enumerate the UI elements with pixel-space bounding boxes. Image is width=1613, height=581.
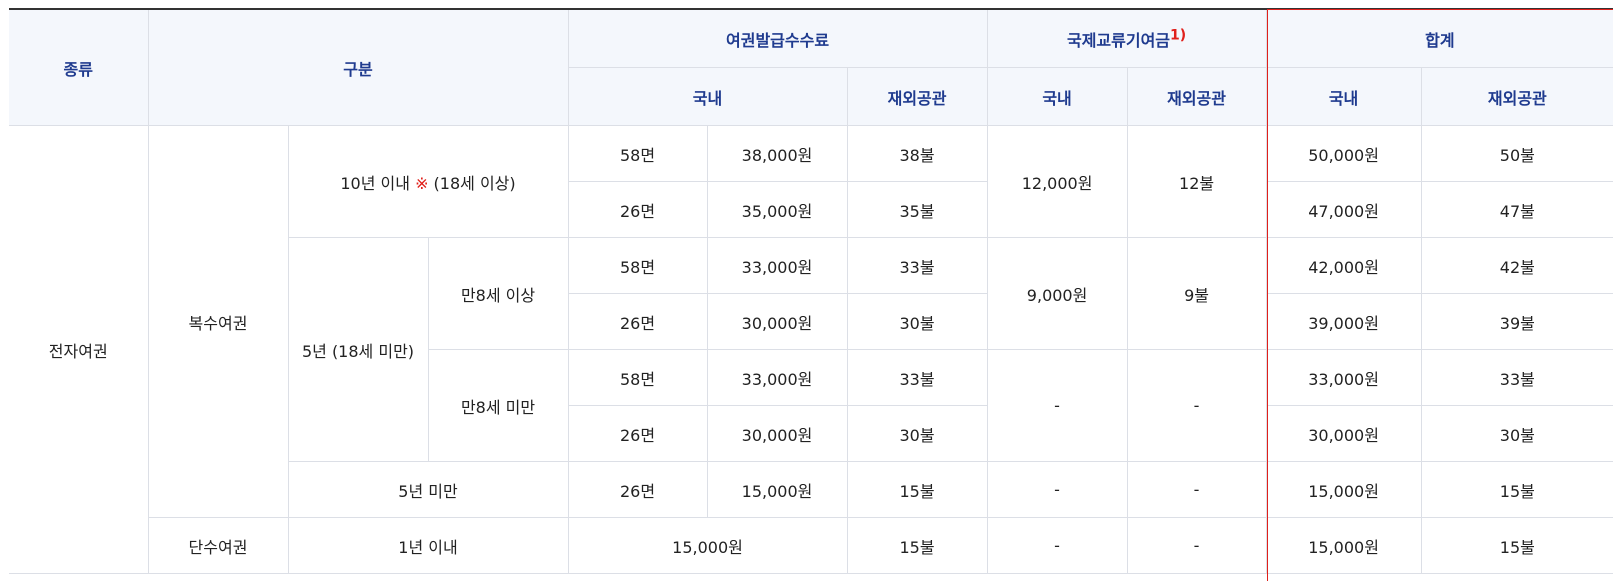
passport-fee-table: 종류 구분 여권발급수수료 국제교류기여금1) 합계 국내 재외공관 국내 재외… bbox=[9, 8, 1613, 574]
table-row: 단수여권 1년 이내 15,000원 15불 - - 15,000원 15불 bbox=[9, 517, 1613, 574]
total-domestic-cell: 33,000원 bbox=[1265, 349, 1422, 406]
ten-years-suffix: (18세 이상) bbox=[428, 173, 516, 193]
pages-cell: 26면 bbox=[567, 405, 708, 462]
header-category: 구분 bbox=[147, 8, 569, 126]
fund-domestic-cell: 12,000원 bbox=[986, 125, 1128, 238]
fund-domestic-cell: 9,000원 bbox=[986, 237, 1128, 350]
overseas-fee-cell: 33불 bbox=[846, 349, 988, 406]
table-row: 5년 미만 26면 15,000원 15불 - - 15,000원 15불 bbox=[9, 461, 1613, 518]
total-domestic-cell: 50,000원 bbox=[1265, 125, 1422, 182]
pages-cell: 58면 bbox=[567, 125, 708, 182]
pages-cell: 58면 bbox=[567, 237, 708, 294]
header-intl-fund-label: 국제교류기여금 bbox=[1066, 30, 1171, 50]
single-passport-cell: 단수여권 bbox=[147, 517, 289, 574]
table-row: 26면 30,000원 30불 39,000원 39불 bbox=[9, 293, 1613, 350]
fund-overseas-cell: - bbox=[1126, 461, 1267, 518]
total-domestic-cell: 15,000원 bbox=[1265, 517, 1422, 574]
table-row: 26면 35,000원 35불 47,000원 47불 bbox=[9, 181, 1613, 238]
overseas-fee-cell: 15불 bbox=[846, 517, 988, 574]
header-fund-domestic: 국내 bbox=[986, 67, 1128, 126]
fund-overseas-cell: 9불 bbox=[1126, 237, 1267, 350]
under-five-years-cell: 5년 미만 bbox=[287, 461, 569, 518]
pages-cell: 26면 bbox=[567, 293, 708, 350]
pages-cell: 26면 bbox=[567, 181, 708, 238]
overseas-fee-cell: 38불 bbox=[846, 125, 988, 182]
header-total-domestic: 국내 bbox=[1265, 67, 1422, 126]
fund-domestic-cell: - bbox=[986, 461, 1128, 518]
domestic-fee-cell: 15,000원 bbox=[567, 517, 848, 574]
header-total-overseas: 재외공관 bbox=[1420, 67, 1613, 126]
total-overseas-cell: 39불 bbox=[1420, 293, 1613, 350]
header-fund-overseas: 재외공관 bbox=[1126, 67, 1267, 126]
domestic-fee-cell: 15,000원 bbox=[706, 461, 848, 518]
note-mark-icon: ※ bbox=[415, 173, 429, 193]
table-row: 26면 30,000원 30불 30,000원 30불 bbox=[9, 405, 1613, 462]
domestic-fee-cell: 35,000원 bbox=[706, 181, 848, 238]
total-overseas-cell: 15불 bbox=[1420, 461, 1613, 518]
total-domestic-cell: 42,000원 bbox=[1265, 237, 1422, 294]
domestic-fee-cell: 30,000원 bbox=[706, 293, 848, 350]
header-issue-domestic: 국내 bbox=[567, 67, 848, 126]
pages-cell: 58면 bbox=[567, 349, 708, 406]
fund-domestic-cell: - bbox=[986, 517, 1128, 574]
total-overseas-cell: 33불 bbox=[1420, 349, 1613, 406]
fund-overseas-cell: 12불 bbox=[1126, 125, 1267, 238]
table-row: 만8세 미만 58면 33,000원 33불 - - 33,000원 33불 bbox=[9, 349, 1613, 462]
table-row: 5년 (18세 미만) 만8세 이상 58면 33,000원 33불 9,000… bbox=[9, 237, 1613, 462]
total-overseas-cell: 50불 bbox=[1420, 125, 1613, 182]
one-year-cell: 1년 이내 bbox=[287, 517, 569, 574]
footnote-1-link[interactable]: 1) bbox=[1170, 27, 1187, 44]
total-domestic-cell: 39,000원 bbox=[1265, 293, 1422, 350]
total-overseas-cell: 47불 bbox=[1420, 181, 1613, 238]
total-overseas-cell: 42불 bbox=[1420, 237, 1613, 294]
five-years-under18-cell: 5년 (18세 미만) bbox=[287, 237, 429, 462]
domestic-fee-cell: 33,000원 bbox=[706, 349, 848, 406]
multiple-passport-cell: 복수여권 bbox=[147, 125, 289, 518]
fund-overseas-cell: - bbox=[1126, 517, 1267, 574]
header-intl-fund: 국제교류기여금1) bbox=[986, 8, 1267, 68]
total-domestic-cell: 30,000원 bbox=[1265, 405, 1422, 462]
overseas-fee-cell: 33불 bbox=[846, 237, 988, 294]
passport-fee-table-wrap: 종류 구분 여권발급수수료 국제교류기여금1) 합계 국내 재외공관 국내 재외… bbox=[9, 8, 1613, 574]
electronic-passport-cell: 전자여권 bbox=[9, 125, 149, 574]
domestic-fee-cell: 38,000원 bbox=[706, 125, 848, 182]
table-row: 전자여권 복수여권 10년 이내 ※ (18세 이상) 58면 38,000원 … bbox=[9, 125, 1613, 574]
total-domestic-cell: 15,000원 bbox=[1265, 461, 1422, 518]
overseas-fee-cell: 30불 bbox=[846, 405, 988, 462]
header-type: 종류 bbox=[9, 8, 149, 126]
header-total: 합계 bbox=[1265, 8, 1613, 68]
domestic-fee-cell: 33,000원 bbox=[706, 237, 848, 294]
header-issue-fee: 여권발급수수료 bbox=[567, 8, 988, 68]
total-domestic-cell: 47,000원 bbox=[1265, 181, 1422, 238]
fund-domestic-cell: - bbox=[986, 349, 1128, 462]
header-issue-overseas: 재외공관 bbox=[846, 67, 988, 126]
total-overseas-cell: 15불 bbox=[1420, 517, 1613, 574]
age8-under-cell: 만8세 미만 bbox=[427, 349, 569, 462]
domestic-fee-cell: 30,000원 bbox=[706, 405, 848, 462]
ten-years-cell: 10년 이내 ※ (18세 이상) bbox=[287, 125, 569, 238]
age8-over-cell: 만8세 이상 bbox=[427, 237, 569, 350]
fund-overseas-cell: - bbox=[1126, 349, 1267, 462]
overseas-fee-cell: 35불 bbox=[846, 181, 988, 238]
overseas-fee-cell: 30불 bbox=[846, 293, 988, 350]
total-overseas-cell: 30불 bbox=[1420, 405, 1613, 462]
overseas-fee-cell: 15불 bbox=[846, 461, 988, 518]
pages-cell: 26면 bbox=[567, 461, 708, 518]
ten-years-prefix: 10년 이내 bbox=[340, 173, 416, 193]
